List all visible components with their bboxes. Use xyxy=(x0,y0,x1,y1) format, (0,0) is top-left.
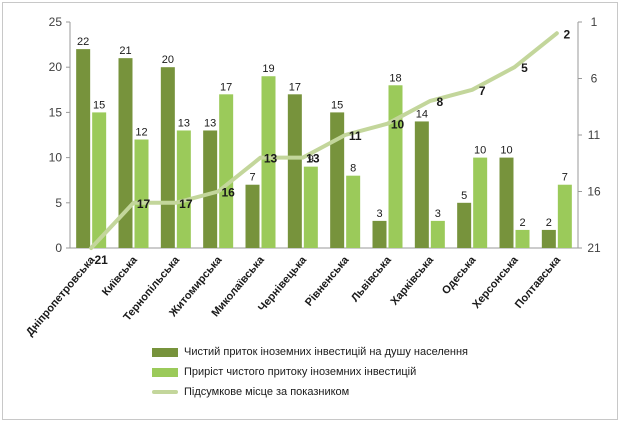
category-label: Одеська xyxy=(440,254,479,297)
rank-line xyxy=(89,31,559,250)
bar-net-inflow xyxy=(160,67,175,248)
data-label-growth: 19 xyxy=(262,63,274,75)
y-left-tick-label: 20 xyxy=(49,60,63,74)
bar-net-inflow xyxy=(330,112,345,249)
data-label-growth: 2 xyxy=(519,217,525,229)
bar-net-inflow xyxy=(287,94,302,248)
data-label-net-inflow: 5 xyxy=(461,190,467,202)
legend-swatch-growth xyxy=(152,367,178,377)
legend-item-rank: Підсумкове місце за показником xyxy=(152,382,468,402)
data-label-net-inflow: 20 xyxy=(162,54,174,66)
bar-growth xyxy=(515,229,530,248)
bar-growth xyxy=(473,157,488,248)
bar-net-inflow xyxy=(372,220,387,248)
data-label-growth: 15 xyxy=(93,99,105,111)
data-label-growth: 3 xyxy=(435,208,441,220)
legend: Чистий приток іноземних інвестицій на ду… xyxy=(152,342,468,402)
data-label-net-inflow: 3 xyxy=(376,208,382,220)
data-label-net-inflow: 7 xyxy=(249,172,255,184)
data-label-rank: 8 xyxy=(436,95,443,109)
bar-growth xyxy=(92,112,107,249)
data-label-rank: 13 xyxy=(306,152,320,166)
data-label-growth: 7 xyxy=(562,172,568,184)
bar-net-inflow xyxy=(457,202,472,248)
data-label-growth: 13 xyxy=(178,117,190,129)
data-label-growth: 9 xyxy=(308,154,314,166)
legend-label-net-inflow: Чистий приток іноземних інвестицій на ду… xyxy=(184,346,468,358)
legend-label-growth: Приріст чистого притоку іноземних інвест… xyxy=(184,366,417,378)
legend-swatch-net-inflow xyxy=(152,347,178,357)
bar-growth xyxy=(557,184,572,248)
data-label-net-inflow: 15 xyxy=(331,99,343,111)
data-label-rank: 5 xyxy=(521,61,528,75)
y-right-tick-label: 6 xyxy=(591,72,598,86)
legend-swatch-rank xyxy=(152,390,178,394)
bar-growth xyxy=(134,139,149,248)
bar-growth xyxy=(176,130,191,248)
data-label-rank: 21 xyxy=(94,253,108,267)
bar-net-inflow xyxy=(414,121,429,248)
data-label-growth: 17 xyxy=(220,81,232,93)
data-label-rank: 11 xyxy=(349,129,362,143)
data-label-net-inflow: 17 xyxy=(289,81,301,93)
legend-item-net-inflow: Чистий приток іноземних інвестицій на ду… xyxy=(152,342,468,362)
bar-growth xyxy=(430,220,445,248)
legend-label-rank: Підсумкове місце за показником xyxy=(184,386,350,398)
y-left-tick-label: 25 xyxy=(49,15,63,29)
data-label-net-inflow: 22 xyxy=(77,36,89,48)
data-label-net-inflow: 10 xyxy=(500,145,512,157)
bar-growth xyxy=(261,76,276,249)
data-label-growth: 18 xyxy=(389,72,401,84)
data-label-rank: 2 xyxy=(563,27,570,41)
category-label: Дніпропетровська xyxy=(24,254,98,339)
bar-net-inflow xyxy=(76,49,91,249)
y-left-tick-label: 10 xyxy=(49,151,63,165)
y-right-tick-label: 21 xyxy=(587,241,601,255)
data-label-net-inflow: 2 xyxy=(546,217,552,229)
bar-growth xyxy=(388,85,403,248)
y-left-tick-label: 5 xyxy=(55,196,62,210)
bar-net-inflow xyxy=(245,184,260,248)
bar-growth xyxy=(303,166,318,248)
y-right-tick-label: 11 xyxy=(588,128,601,142)
category-label: Рівненська xyxy=(303,254,352,309)
bar-net-inflow xyxy=(118,58,133,248)
data-label-net-inflow: 13 xyxy=(204,117,216,129)
y-left-tick-label: 15 xyxy=(49,105,63,119)
legend-item-growth: Приріст чистого притоку іноземних інвест… xyxy=(152,362,468,382)
data-label-growth: 10 xyxy=(474,145,486,157)
bar-growth xyxy=(346,175,361,248)
bar-growth xyxy=(219,94,234,248)
bar-net-inflow xyxy=(499,157,514,248)
data-label-rank: 17 xyxy=(137,197,151,211)
y-right-tick-label: 16 xyxy=(587,185,601,199)
data-label-rank: 7 xyxy=(479,84,486,98)
data-label-net-inflow: 14 xyxy=(416,108,428,120)
category-label: Львівська xyxy=(349,254,394,305)
bar-net-inflow xyxy=(541,229,556,248)
category-label: Харківська xyxy=(389,254,437,308)
data-label-rank: 17 xyxy=(179,197,193,211)
bar-net-inflow xyxy=(203,130,218,248)
data-label-net-inflow: 21 xyxy=(119,45,131,57)
data-label-growth: 12 xyxy=(135,127,147,139)
data-label-rank: 10 xyxy=(391,118,405,132)
data-label-rank: 13 xyxy=(264,152,278,166)
data-label-rank: 16 xyxy=(221,186,235,200)
y-left-tick-label: 0 xyxy=(55,241,62,255)
data-label-growth: 8 xyxy=(350,163,356,175)
y-right-tick-label: 1 xyxy=(591,15,598,29)
